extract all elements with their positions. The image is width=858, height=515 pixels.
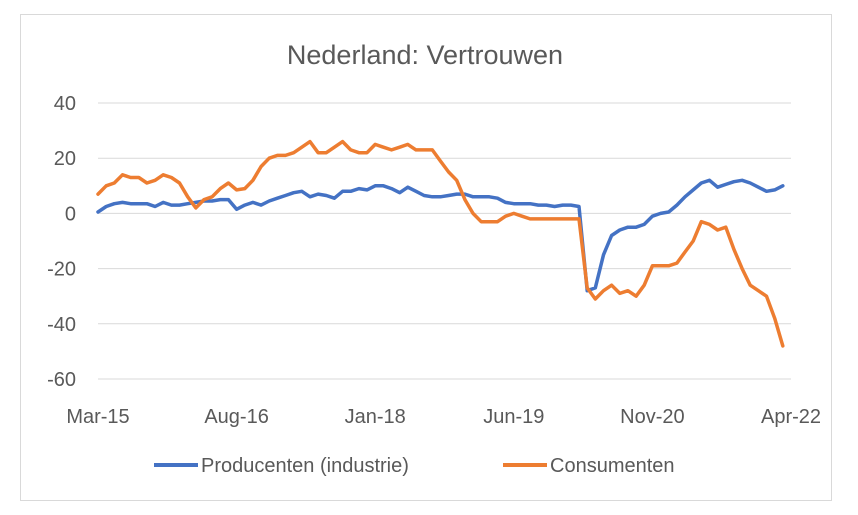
- series-lines: [96, 139, 785, 348]
- legend-label: Consumenten: [550, 455, 675, 477]
- chart-frame: Nederland: Vertrouwen 40 20 0 -20 -40 -60 Mar…: [20, 14, 832, 501]
- series-line-consumenten: [96, 139, 785, 348]
- legend-label: Producenten (industrie): [201, 455, 409, 477]
- y-tick-label: 20: [54, 148, 76, 170]
- chart-title: Nederland: Vertrouwen: [287, 40, 563, 70]
- x-axis-ticks: Mar-15 Aug-16 Jan-18 Jun-19 Nov-20 Apr-22: [66, 406, 821, 428]
- y-tick-label: -40: [47, 314, 76, 336]
- series-line-producenten: [96, 178, 785, 293]
- grid-lines: [98, 102, 791, 380]
- y-tick-label: 0: [65, 203, 76, 225]
- y-tick-label: -60: [47, 369, 76, 391]
- y-tick-label: -20: [47, 259, 76, 281]
- line-chart: Nederland: Vertrouwen 40 20 0 -20 -40 -60 Mar…: [47, 40, 821, 477]
- y-tick-label: 40: [54, 93, 76, 115]
- x-tick-label: Aug-16: [204, 406, 269, 428]
- x-tick-label: Jun-19: [483, 406, 544, 428]
- y-axis-ticks: 40 20 0 -20 -40 -60: [47, 93, 76, 391]
- x-tick-label: Jan-18: [345, 406, 406, 428]
- x-tick-label: Apr-22: [761, 406, 821, 428]
- x-tick-label: Nov-20: [620, 406, 684, 428]
- x-tick-label: Mar-15: [66, 406, 129, 428]
- legend: Producenten (industrie) Consumenten: [154, 455, 675, 477]
